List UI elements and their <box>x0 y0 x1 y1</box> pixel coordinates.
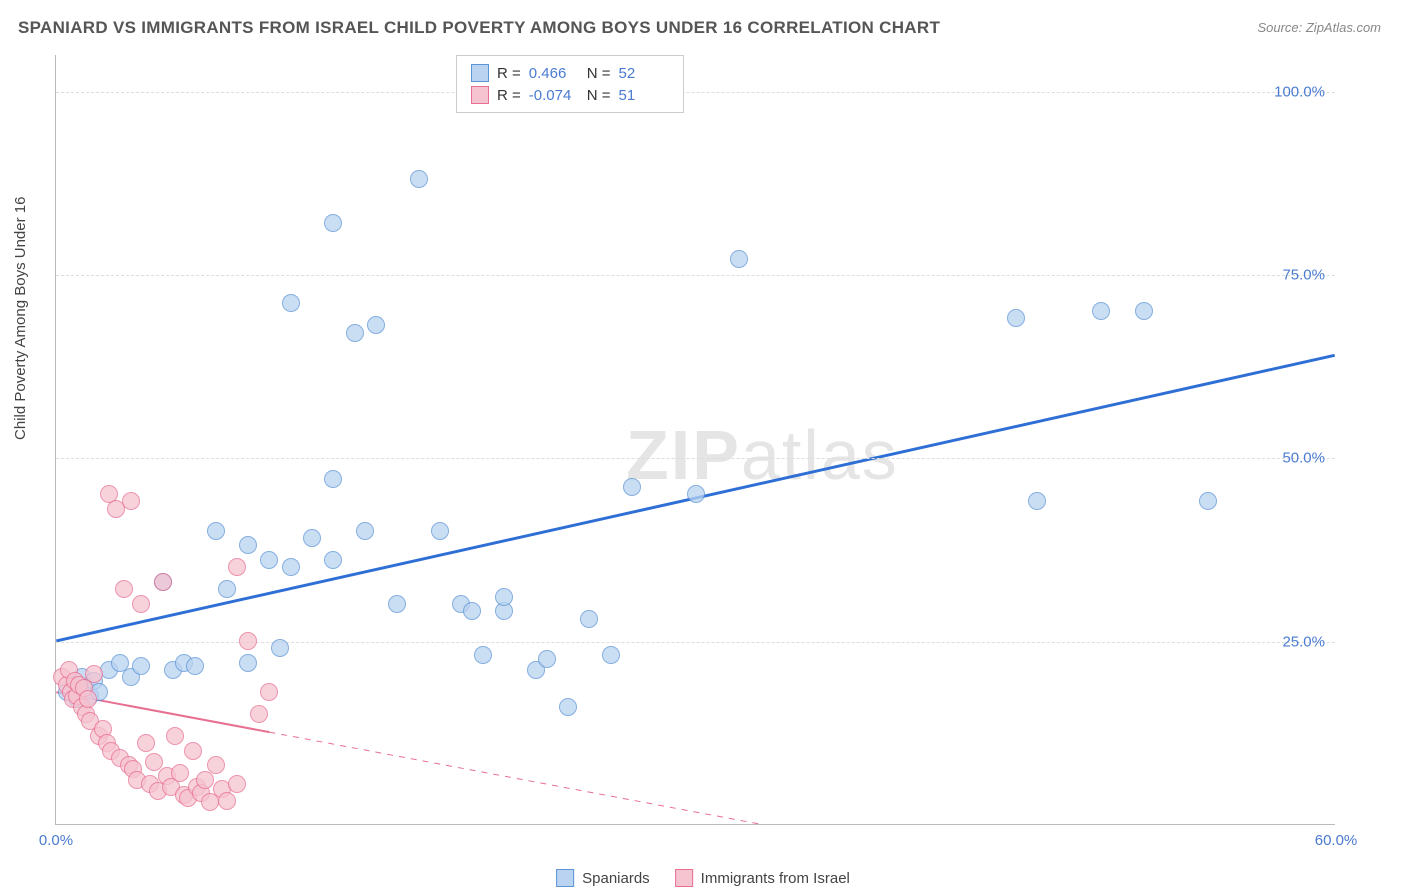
r-value: 0.466 <box>529 65 579 82</box>
y-tick-label: 100.0% <box>1274 83 1325 100</box>
scatter-point <box>132 595 150 613</box>
legend-swatch <box>556 869 574 887</box>
scatter-point <box>1007 309 1025 327</box>
r-label: R = <box>497 65 521 82</box>
y-tick-label: 75.0% <box>1282 267 1325 284</box>
x-tick-label: 60.0% <box>1315 832 1358 849</box>
scatter-point <box>1199 492 1217 510</box>
correlation-stats-box: R = 0.466 N = 52 R = -0.074 N = 51 <box>456 55 684 113</box>
scatter-point <box>186 657 204 675</box>
scatter-point <box>79 690 97 708</box>
scatter-point <box>388 595 406 613</box>
scatter-point <box>271 639 289 657</box>
scatter-point <box>132 657 150 675</box>
scatter-point <box>218 580 236 598</box>
trend-lines-layer <box>56 55 1335 824</box>
scatter-point <box>122 492 140 510</box>
scatter-point <box>228 558 246 576</box>
n-label: N = <box>587 65 611 82</box>
y-axis-label: Child Poverty Among Boys Under 16 <box>12 197 29 440</box>
scatter-point <box>239 536 257 554</box>
scatter-point <box>250 705 268 723</box>
n-label: N = <box>587 87 611 104</box>
watermark-bold: ZIP <box>626 416 741 494</box>
trend-line-dashed <box>269 732 759 824</box>
scatter-point <box>207 756 225 774</box>
stats-row: R = -0.074 N = 51 <box>471 84 669 106</box>
scatter-point <box>623 478 641 496</box>
series-swatch <box>471 64 489 82</box>
scatter-point <box>154 573 172 591</box>
r-label: R = <box>497 87 521 104</box>
scatter-point <box>166 727 184 745</box>
scatter-point <box>137 734 155 752</box>
scatter-point <box>410 170 428 188</box>
scatter-point <box>602 646 620 664</box>
scatter-point <box>431 522 449 540</box>
scatter-point <box>303 529 321 547</box>
stats-row: R = 0.466 N = 52 <box>471 62 669 84</box>
watermark-rest: atlas <box>741 416 899 494</box>
scatter-point <box>367 316 385 334</box>
legend-item: Immigrants from Israel <box>675 869 850 887</box>
scatter-point <box>207 522 225 540</box>
legend-label: Immigrants from Israel <box>701 870 850 887</box>
scatter-point <box>495 588 513 606</box>
y-tick-label: 25.0% <box>1282 633 1325 650</box>
scatter-point <box>260 551 278 569</box>
legend-item: Spaniards <box>556 869 650 887</box>
scatter-point <box>218 792 236 810</box>
scatter-point <box>171 764 189 782</box>
scatter-point <box>260 683 278 701</box>
series-swatch <box>471 86 489 104</box>
scatter-point <box>282 294 300 312</box>
n-value: 51 <box>619 87 669 104</box>
scatter-point <box>1135 302 1153 320</box>
gridline <box>56 92 1335 93</box>
x-tick-label: 0.0% <box>39 832 73 849</box>
legend-label: Spaniards <box>582 870 650 887</box>
scatter-point <box>346 324 364 342</box>
scatter-point <box>463 602 481 620</box>
scatter-point <box>196 771 214 789</box>
scatter-point <box>228 775 246 793</box>
scatter-point <box>282 558 300 576</box>
scatter-point <box>239 654 257 672</box>
scatter-point <box>356 522 374 540</box>
scatter-point <box>239 632 257 650</box>
chart-title: SPANIARD VS IMMIGRANTS FROM ISRAEL CHILD… <box>18 18 940 38</box>
scatter-point <box>324 214 342 232</box>
scatter-point <box>145 753 163 771</box>
gridline <box>56 275 1335 276</box>
r-value: -0.074 <box>529 87 579 104</box>
gridline <box>56 458 1335 459</box>
scatter-point <box>559 698 577 716</box>
scatter-point <box>580 610 598 628</box>
scatter-point <box>730 250 748 268</box>
y-tick-label: 50.0% <box>1282 450 1325 467</box>
scatter-point <box>115 580 133 598</box>
scatter-point <box>687 485 705 503</box>
scatter-point <box>474 646 492 664</box>
source-attribution: Source: ZipAtlas.com <box>1257 20 1381 35</box>
n-value: 52 <box>619 65 669 82</box>
scatter-point <box>184 742 202 760</box>
series-legend: Spaniards Immigrants from Israel <box>556 869 850 887</box>
scatter-point <box>1028 492 1046 510</box>
watermark: ZIPatlas <box>626 415 899 495</box>
scatter-chart: ZIPatlas 25.0%50.0%75.0%100.0%0.0%60.0%R… <box>55 55 1335 825</box>
scatter-point <box>324 470 342 488</box>
scatter-point <box>324 551 342 569</box>
scatter-point <box>538 650 556 668</box>
legend-swatch <box>675 869 693 887</box>
scatter-point <box>85 665 103 683</box>
scatter-point <box>1092 302 1110 320</box>
